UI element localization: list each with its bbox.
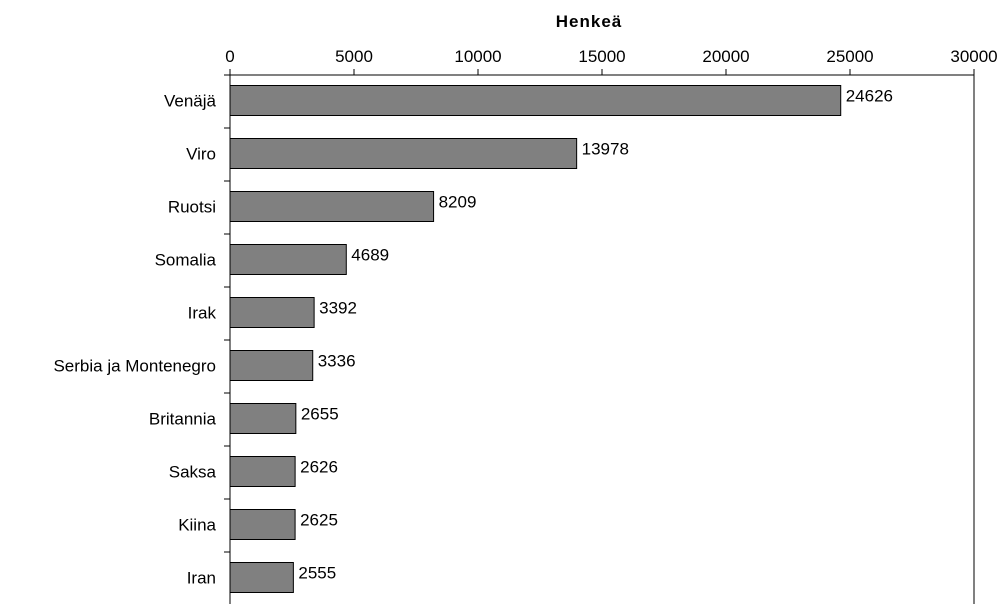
x-axis-title: Henkeä [556, 12, 622, 31]
bar [229, 85, 842, 116]
x-tick-label: 25000 [826, 47, 873, 66]
value-label: 2655 [301, 405, 339, 424]
bar [229, 403, 297, 434]
category-label: Viro [186, 145, 216, 164]
x-tick-label: 15000 [578, 47, 625, 66]
category-label: Ruotsi [168, 198, 216, 217]
value-label: 24626 [846, 87, 893, 106]
x-tick-label: 0 [225, 47, 234, 66]
category-label: Serbia ja Montenegro [53, 357, 216, 376]
value-label: 8209 [439, 193, 477, 212]
x-tick-label: 5000 [335, 47, 373, 66]
value-label: 13978 [582, 140, 629, 159]
bar [229, 456, 296, 487]
category-label: Iran [187, 569, 216, 588]
value-label: 2626 [300, 458, 338, 477]
x-tick-label: 30000 [950, 47, 997, 66]
category-label: Irak [188, 304, 217, 323]
bars: Venäjä 24626 Viro 13978 Ruotsi 8209 Somalia 468… [53, 85, 893, 593]
plot-frame [229, 74, 975, 604]
bar [229, 244, 347, 275]
value-label: 2555 [298, 564, 336, 583]
bar [229, 191, 435, 222]
value-label: 2625 [300, 511, 338, 530]
category-label: Britannia [149, 410, 217, 429]
bar [229, 138, 578, 169]
value-label: 3336 [318, 352, 356, 371]
x-tick-label: 10000 [454, 47, 501, 66]
value-label: 3392 [319, 299, 357, 318]
value-label: 4689 [351, 246, 389, 265]
category-label: Saksa [169, 463, 217, 482]
category-label: Kiina [178, 516, 216, 535]
bar [229, 509, 296, 540]
bar [229, 350, 314, 381]
bar [229, 297, 315, 328]
bar [229, 562, 294, 593]
category-label: Venäjä [164, 92, 217, 111]
category-label: Somalia [155, 251, 217, 270]
x-tick-label: 20000 [702, 47, 749, 66]
x-axis-ticks: 0 5000 10000 15000 20000 25000 30000 [224, 47, 998, 553]
